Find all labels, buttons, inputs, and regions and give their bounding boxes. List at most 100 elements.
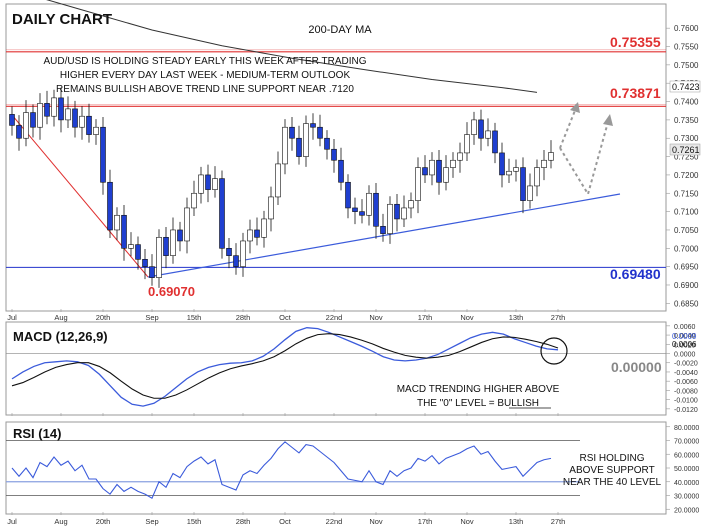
candle-down [100,126,106,183]
candle-up [198,174,204,194]
candle-down [499,152,505,176]
candle-down [317,126,323,139]
candle-up [541,159,547,168]
candle-up [65,108,71,121]
candle-up [485,130,491,139]
x-tick-label: Nov [460,517,474,526]
macd-zero-value: 0.00000 [611,359,662,375]
rsi-line [11,441,552,500]
macd-y-axis: 0.0060 0.0040 0.0020 0.0000 -0.0020 -0.0040 -0… [6,324,698,414]
macd-y-tick-label: -0.0100 [674,398,698,405]
rsi-annotation-line-2: ABOVE SUPPORT [569,465,654,476]
candle-up [450,159,456,168]
rsi-lines [11,441,552,500]
candle-down [219,178,225,249]
current-ma-value: 0.7423 [672,82,700,92]
candle-down [492,130,498,154]
candle-down [205,174,211,190]
candle-up [387,203,393,234]
x-tick-label: 13th [509,313,524,322]
projection-arrow-2-head [603,114,613,126]
price-y-tick-label: 0.7000 [674,244,699,253]
projection-arrow-1 [559,107,577,149]
x-tick-label: Jul [7,517,17,526]
candle-up [268,196,274,220]
price-y-tick-label: 0.7500 [674,61,699,70]
candle-down [520,167,526,201]
candle-down [373,192,379,227]
projection-arrow-1-head [570,102,580,113]
x-tick-label: 27th [551,517,566,526]
candle-down [58,97,64,121]
last-price-tag-box [669,143,701,156]
candle-down [478,119,484,139]
moving-average-layer [46,0,538,93]
candle-down [331,148,337,161]
price-y-tick-label: 0.7150 [674,189,699,198]
level-label-73871: 0.73871 [610,85,661,101]
candle-down [422,167,428,176]
candle-up [548,152,554,161]
macd-tag-2: 0.0006 [672,340,697,349]
candle-up [247,229,253,242]
x-tick-label: 20th [96,517,111,526]
x-tick-label: 22nd [326,517,343,526]
candle-down [310,123,316,128]
candle-down [107,181,113,231]
rsi-y-tick-label: 50.0000 [674,466,699,473]
candle-up [212,178,218,190]
candle-down [142,259,148,267]
price-y-tick-label: 0.6900 [674,281,699,290]
macd-lines [11,327,559,407]
candle-up [527,185,533,201]
candle-down [359,211,365,216]
candle-down [352,207,358,212]
x-tick-label: Aug [54,517,67,526]
macd-y-tick-label: 0.0040 [674,333,696,340]
candle-down [394,203,400,220]
x-tick-label: Jul [7,313,17,322]
price-y-tick-label: 0.7200 [674,171,699,180]
candle-up [443,167,449,183]
annotation-line-3: REMAINS BULLISH ABOVE TREND LINE SUPPORT… [56,84,354,95]
uptrend-support-line [147,193,621,278]
candle-up [457,152,463,161]
rsi-y-tick-label: 40.0000 [674,480,699,487]
x-tick-label: 17th [418,313,433,322]
price-y-axis: 0.76000.75500.75000.74500.74000.73500.73… [666,24,699,308]
macd-y-tick-label: -0.0060 [674,379,698,386]
trend-lines [11,102,621,278]
candle-up [282,126,288,165]
downtrend-line [11,114,149,278]
x-tick-label: Sep [145,313,158,322]
candle-up [240,240,246,267]
macd-y-tick-label: -0.0080 [674,388,698,395]
macd-crossover-circle [540,337,568,365]
candle-down [9,114,15,126]
macd-y-tick-label: 0.0000 [674,352,696,359]
candle-down [16,125,22,139]
candle-up [464,134,470,154]
x-tick-label: Sep [145,517,158,526]
candle-down [380,225,386,234]
projection-arrow-2 [559,121,609,197]
last-price-value: 0.7261 [672,145,700,155]
moving-average-line [46,0,538,93]
candle-down [72,108,78,128]
candle-up [114,214,120,231]
candle-down [289,126,295,139]
rsi-panel [5,421,667,515]
x-tick-label: Nov [369,517,383,526]
price-y-tick-label: 0.6950 [674,263,699,272]
candle-down [86,115,92,135]
candle-down [296,137,302,157]
rsi-y-tick-label: 80.0000 [674,425,699,432]
rsi-annotation-line-1: RSI HOLDING [579,453,644,464]
candle-down [436,159,442,183]
rsi-y-tick-label: 70.0000 [674,439,699,446]
chart-title: DAILY CHART [12,11,112,28]
current-price-tag-box [669,80,701,93]
candle-down [44,103,50,117]
candle-down [338,159,344,183]
